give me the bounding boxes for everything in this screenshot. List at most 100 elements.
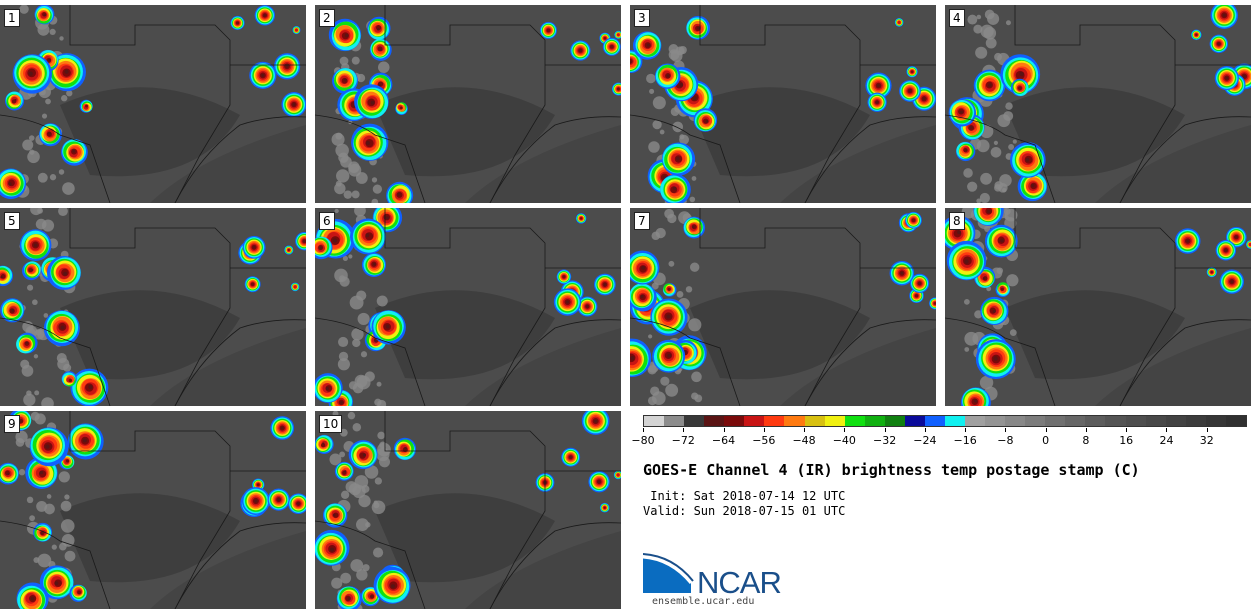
storm-cell [667,353,671,358]
cloud-cell [980,172,992,185]
cloud-cell [49,28,56,36]
cloud-cell [660,376,670,386]
storm-cell [68,378,73,383]
colorbar-tick-label: −64 [711,434,736,447]
cloud-cell [340,490,350,499]
colorbar-segment [844,416,865,426]
cloud-cell [345,481,358,493]
cloud-cell [41,113,48,119]
cloud-cell [675,46,685,56]
cloud-cell [964,347,970,352]
gulf-region [150,125,306,203]
land-mass [60,290,240,380]
land-mass [1005,290,1185,380]
storm-cell [1248,243,1251,246]
logo-wordmark: NCAR [697,565,781,595]
colorbar-segment [904,416,925,426]
colorbar-segment [664,416,685,426]
forecast-panel-2: 2 [315,5,621,203]
storm-cell [404,447,407,450]
cloud-cell [655,227,666,239]
storm-cell [85,104,88,108]
cloud-cell [985,37,997,49]
coastline [489,522,621,609]
cloud-cell [975,46,988,59]
cloud-cell [32,299,38,306]
storm-cell [1242,74,1246,78]
cloud-cell [691,176,697,181]
colorbar-tick [1045,428,1047,432]
cloud-cell [58,208,68,216]
cloud-cell [377,399,387,406]
cloud-cell [28,135,35,141]
state-border [384,5,546,203]
storm-cell [1000,238,1004,243]
country-border [630,114,741,203]
land-mass [375,493,555,583]
storm-cell [378,83,381,87]
colorbar-tick [1085,428,1087,432]
cloud-cell [364,371,375,382]
cloud-cell [51,544,57,550]
cloud-cell [963,168,973,178]
cloud-cell [351,328,364,341]
storm-cell [992,309,996,313]
storm-cell [616,473,620,477]
cloud-cell [1006,274,1019,287]
cloud-cell [650,386,660,396]
cloud-cell [652,96,666,110]
storm-cell [82,438,87,443]
storm-cell [64,69,69,74]
country-border [0,114,111,203]
storm-cell [19,420,22,423]
cloud-cell [994,52,1002,61]
cloud-cell [21,365,34,377]
cloud-cell [335,132,343,140]
panel-label: 9 [4,415,20,433]
gulf-region [465,328,621,406]
storm-cell [973,399,978,403]
land-mass [690,87,870,177]
storm-cell [640,294,644,299]
cloud-cell [337,358,350,371]
panel-label: 5 [4,212,20,230]
coastline [174,522,306,609]
storm-cell [1195,33,1198,36]
cloud-cell [648,141,660,153]
storm-cell [616,87,620,91]
cloud-cell [688,318,702,332]
cloud-cell [646,73,656,84]
cloud-cell [37,553,52,568]
storm-cell [63,271,67,276]
storm-cell [254,499,258,503]
cloud-cell [340,572,352,584]
cloud-cell [986,286,992,292]
gulf-region [1095,328,1251,406]
storm-cell [1186,239,1190,243]
storm-cell [14,98,17,102]
cloud-cell [34,329,45,340]
cloud-cell [342,255,348,262]
storm-cell [982,277,986,280]
gulf-region [1095,125,1251,203]
colorbar-segment [1185,416,1206,426]
storm-cell [385,324,390,329]
cloud-cell [374,477,382,485]
storm-cell [1210,271,1213,274]
colorbar-segment [1045,416,1066,426]
storm-cell [365,233,370,238]
colorbar-tick [1166,428,1168,432]
colorbar-tick-label: 32 [1199,434,1214,447]
panel-label: 3 [634,9,650,27]
cloud-cell [372,547,384,558]
cloud-cell [689,196,696,203]
colorbar-tick [1005,428,1007,432]
ncar-logo: NCAR [643,553,782,595]
storm-cell [908,89,912,93]
cloud-cell [685,286,693,293]
gulf-region [150,328,306,406]
storm-cell [900,271,904,275]
colorbar-tick-label: 16 [1119,434,1134,447]
coastline [489,319,621,406]
colorbar-tick-label: −32 [872,434,897,447]
